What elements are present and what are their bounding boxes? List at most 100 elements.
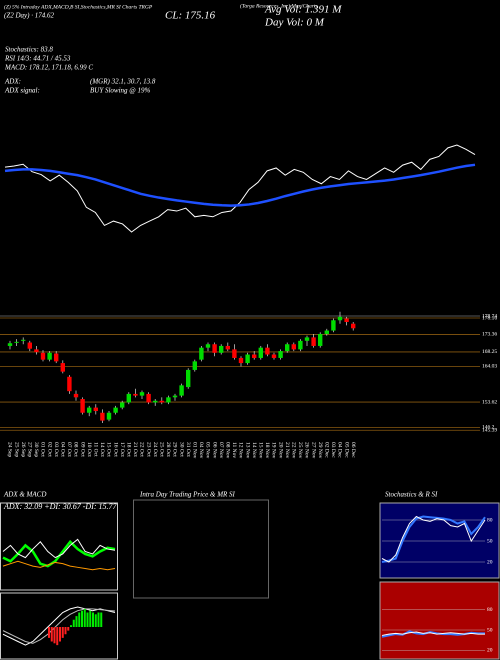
candle-body — [100, 412, 105, 421]
x-tick-label: 30 Sep — [33, 442, 39, 457]
x-tick-label: 23 Oct — [145, 442, 151, 457]
macd-bar — [70, 625, 72, 627]
x-tick-label: 11 Oct — [93, 442, 99, 457]
x-tick-label: 07 Oct — [66, 442, 72, 457]
y-tick-label: 80 — [487, 517, 493, 523]
x-tick-label: 16 Oct — [112, 442, 118, 457]
x-tick-label: 06 Nov — [211, 442, 217, 459]
indicator-line — [2, 606, 116, 646]
intraday-frame — [133, 499, 269, 599]
candle-body — [113, 407, 118, 413]
macd-bar — [72, 619, 75, 627]
y-tick-label: 20 — [487, 559, 493, 565]
candle-body — [159, 400, 164, 403]
macd-bar — [50, 627, 53, 642]
x-tick-label: 12 Nov — [238, 442, 244, 459]
rsi: RSI 14/3: 44.71 / 45.53 — [4, 55, 71, 63]
candle-body — [252, 354, 257, 358]
candle-body — [67, 376, 72, 392]
x-tick-label: 24 Sep — [7, 442, 13, 457]
macd: MACD: 178.12, 171.18, 6.99 C — [4, 64, 93, 72]
x-tick-label: 05 Nov — [205, 442, 211, 459]
x-tick-label: 13 Nov — [244, 442, 250, 459]
candle-body — [245, 354, 250, 364]
adx: ADX: — [4, 78, 21, 86]
macd-bar — [67, 627, 70, 631]
candle-body — [172, 395, 178, 398]
adx-values: (MGR) 32.1, 30.7, 13.8 — [90, 78, 156, 86]
candle-body — [186, 369, 191, 388]
candle-body — [192, 361, 197, 370]
candle-body — [146, 393, 151, 403]
candle-body — [73, 393, 79, 398]
candle-body — [238, 357, 244, 364]
candle-body — [166, 397, 171, 403]
y-tick-label: 20 — [487, 648, 493, 654]
candle-body — [351, 323, 356, 329]
candle-body — [271, 354, 277, 358]
macd-bar — [61, 627, 64, 638]
macd-bar — [89, 610, 92, 627]
candle-body — [153, 400, 158, 403]
stoch-title: Stochastics & R SI — [385, 491, 438, 499]
candle-body — [298, 340, 303, 350]
x-tick-label: 04 Dec — [337, 442, 343, 458]
x-tick-label: 25 Nov — [297, 442, 303, 459]
day-vol: Day Vol: 0 M — [264, 17, 325, 29]
x-tick-label: 22 Nov — [291, 442, 297, 459]
macd-bar — [81, 610, 83, 627]
rsi-frame — [379, 581, 500, 660]
x-tick-label: 30 Oct — [178, 442, 184, 457]
candle-body — [265, 347, 270, 355]
indicator-line — [2, 538, 116, 559]
price-line-upper — [4, 144, 476, 233]
candle-body — [60, 363, 65, 372]
y-tick-label: 50 — [487, 538, 493, 544]
candle-body — [27, 342, 32, 349]
x-tick-label: 18 Oct — [126, 442, 132, 457]
candle-body — [21, 339, 26, 341]
x-tick-label: 29 Nov — [317, 442, 323, 459]
header-day: (Z2 Day) · 174.62 — [4, 12, 54, 20]
x-tick-label: 05 Dec — [343, 442, 349, 458]
stoch-frame — [379, 502, 500, 579]
candle-body — [219, 345, 224, 353]
candle-body — [40, 352, 46, 360]
x-tick-label: 04 Nov — [198, 442, 204, 459]
x-tick-label: 15 Oct — [106, 442, 112, 457]
macd-bar — [86, 612, 89, 627]
macd-bar — [78, 612, 81, 627]
stochastics: Stochastics: 83.8 — [5, 46, 53, 54]
x-tick-label: 22 Oct — [139, 442, 145, 457]
indicator-line — [2, 560, 116, 571]
x-tick-label: 03 Oct — [53, 442, 59, 457]
x-tick-label: 26 Sep — [20, 442, 26, 457]
header-title: (Targa Resources, Inc) MaxiCharts — [240, 2, 318, 9]
x-tick-label: 28 Oct — [165, 442, 171, 457]
candle-body — [179, 385, 184, 396]
indicator-line — [2, 608, 116, 644]
macd-bar — [97, 612, 100, 627]
x-tick-label: 01 Nov — [192, 442, 198, 459]
candle-body — [80, 399, 85, 413]
candle-body — [205, 344, 211, 348]
y-tick-label: 153.62 — [482, 399, 497, 405]
candle-body — [344, 318, 349, 322]
candle-body — [304, 337, 310, 341]
adx-signal-label: ADX signal: — [4, 87, 40, 95]
candle-body — [133, 393, 138, 396]
candle-body — [199, 347, 204, 360]
candle-body — [93, 407, 98, 412]
x-tick-label: 09 Oct — [79, 442, 85, 457]
candle-body — [87, 407, 92, 413]
candle-body — [285, 344, 290, 352]
candle-body — [126, 393, 131, 403]
adx-readout: ADX: 32.09 +DI: 30.67 -DI: 15.77 — [3, 502, 117, 511]
x-tick-label: 08 Nov — [225, 442, 231, 459]
x-tick-label: 14 Nov — [251, 442, 257, 459]
x-tick-label: 27 Sep — [27, 442, 33, 457]
x-tick-label: 27 Nov — [310, 442, 316, 459]
candle-body — [225, 345, 230, 350]
macd-bar — [48, 627, 50, 638]
